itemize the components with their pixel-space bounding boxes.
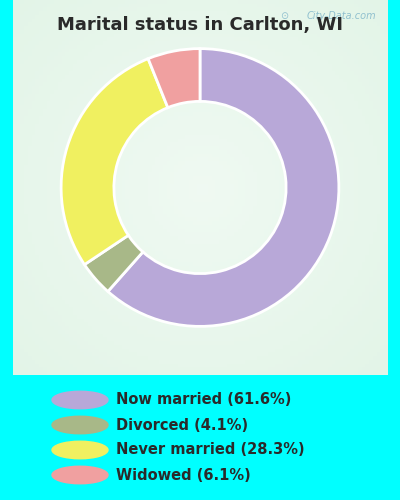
Text: ⊙: ⊙ [280,11,288,21]
Circle shape [52,416,108,434]
Wedge shape [148,48,200,108]
Circle shape [52,441,108,459]
Text: Widowed (6.1%): Widowed (6.1%) [116,468,251,482]
Wedge shape [61,58,168,264]
Text: Divorced (4.1%): Divorced (4.1%) [116,418,248,432]
Wedge shape [84,236,143,292]
Text: Marital status in Carlton, WI: Marital status in Carlton, WI [57,16,343,34]
Circle shape [52,466,108,484]
Wedge shape [108,48,339,326]
Text: City-Data.com: City-Data.com [307,11,376,21]
Text: Now married (61.6%): Now married (61.6%) [116,392,291,407]
Circle shape [52,391,108,409]
Text: Never married (28.3%): Never married (28.3%) [116,442,305,458]
